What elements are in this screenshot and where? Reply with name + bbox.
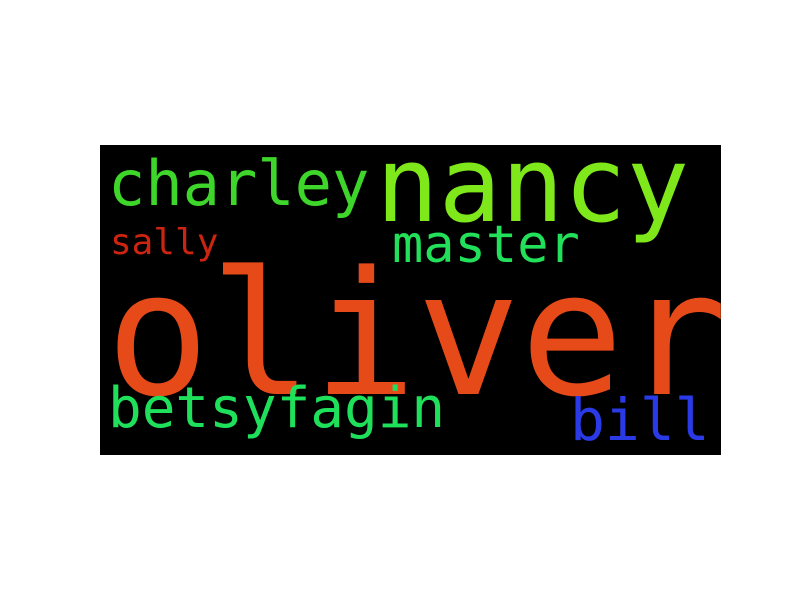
word-betsyfagin: betsyfagin: [108, 376, 446, 441]
word-charley: charley: [108, 147, 370, 220]
word-oliver: oliver: [106, 234, 721, 435]
word-nancy: nancy: [376, 145, 690, 246]
word-master: master: [392, 215, 580, 275]
word-cloud: nancy charley master sally oliver betsyf…: [100, 145, 721, 455]
word-bill: bill: [570, 386, 710, 454]
word-sally: sally: [110, 222, 219, 263]
